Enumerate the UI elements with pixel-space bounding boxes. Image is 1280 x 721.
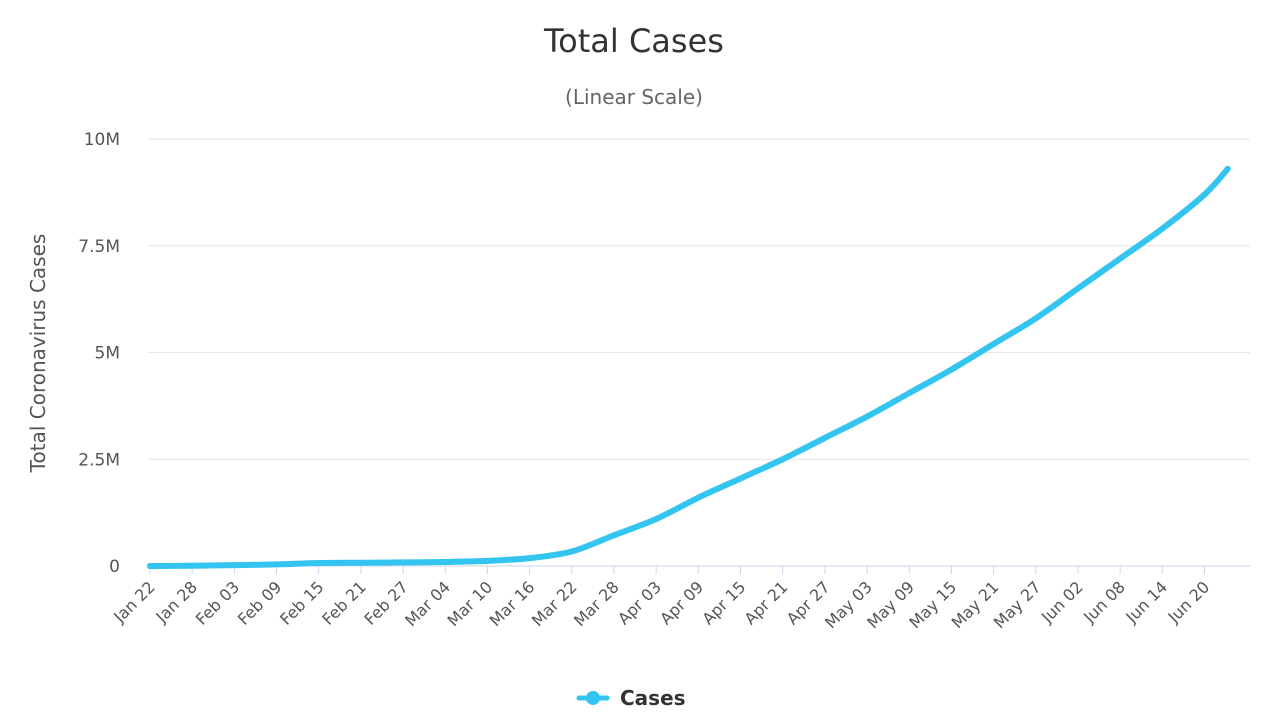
legend-item-cases[interactable]: Cases [576,686,686,710]
data-point[interactable] [1159,225,1166,232]
x-tick-label: Apr 03 [614,577,665,628]
x-tick-label: Apr 21 [741,577,792,628]
series-layer [147,165,1231,569]
data-point[interactable] [147,562,153,569]
data-point[interactable] [653,516,660,523]
y-axis-label: Total Coronavirus Cases [26,234,50,474]
x-tick-label: Feb 09 [234,577,285,628]
data-point[interactable] [273,561,280,568]
x-tick-label: May 27 [990,577,1045,632]
data-point[interactable] [568,548,575,555]
data-point[interactable] [1032,315,1039,322]
y-tick-label: 0 [109,557,120,577]
x-tick-label: Feb 15 [276,577,327,628]
x-tick-label: Apr 09 [656,577,707,628]
y-tick-label: 5M [95,344,120,364]
x-tick-label: Jun 08 [1079,577,1129,627]
y-tick-label: 7.5M [78,237,120,257]
data-point[interactable] [610,532,617,539]
chart-subtitle: (Linear Scale) [565,85,703,109]
x-tick-label: Mar 10 [443,577,496,630]
data-point[interactable] [864,413,871,420]
x-tick-label: Mar 28 [570,577,623,630]
x-tick-label: Feb 27 [360,577,411,628]
grid-lines [148,138,1250,567]
data-point[interactable] [948,366,955,373]
x-tick-label: Feb 21 [318,577,369,628]
series-line-cases[interactable] [147,165,1231,569]
x-tick-label: Mar 22 [528,577,581,630]
x-tick-label: Jun 02 [1037,577,1087,627]
y-tick-label: 10M [84,130,120,150]
x-tick-label: Jun 20 [1164,577,1214,627]
data-point[interactable] [442,558,449,565]
chart-title: Total Cases [543,22,724,60]
data-point[interactable] [189,562,196,569]
y-axis-ticks: 0 2.5M 5M 7.5M 10M [78,130,120,577]
x-tick-label: Jan 28 [151,577,201,627]
data-point[interactable] [1201,191,1208,198]
data-point[interactable] [231,562,238,569]
data-point[interactable] [1117,255,1124,262]
x-tick-label: Feb 03 [192,577,243,628]
data-point[interactable] [526,555,533,562]
x-tick-label: Mar 16 [486,577,539,630]
x-tick-label: Jun 14 [1121,577,1171,627]
y-tick-label: 2.5M [78,450,120,470]
data-point[interactable] [1224,165,1231,172]
data-point[interactable] [315,560,322,567]
x-tick-label: Apr 15 [698,577,749,628]
data-point[interactable] [357,559,364,566]
data-point[interactable] [990,340,997,347]
legend-label-cases[interactable]: Cases [620,686,686,710]
data-point[interactable] [821,434,828,441]
data-point[interactable] [1074,285,1081,292]
data-point[interactable] [695,494,702,501]
data-point[interactable] [779,456,786,463]
legend[interactable]: Cases [576,686,686,710]
x-tick-label: Jan 22 [109,577,159,627]
data-point[interactable] [400,559,407,566]
x-tick-label: Mar 04 [401,577,454,630]
data-point[interactable] [737,475,744,482]
data-point[interactable] [906,390,913,397]
legend-swatch-marker [586,691,600,705]
data-point[interactable] [484,557,491,564]
